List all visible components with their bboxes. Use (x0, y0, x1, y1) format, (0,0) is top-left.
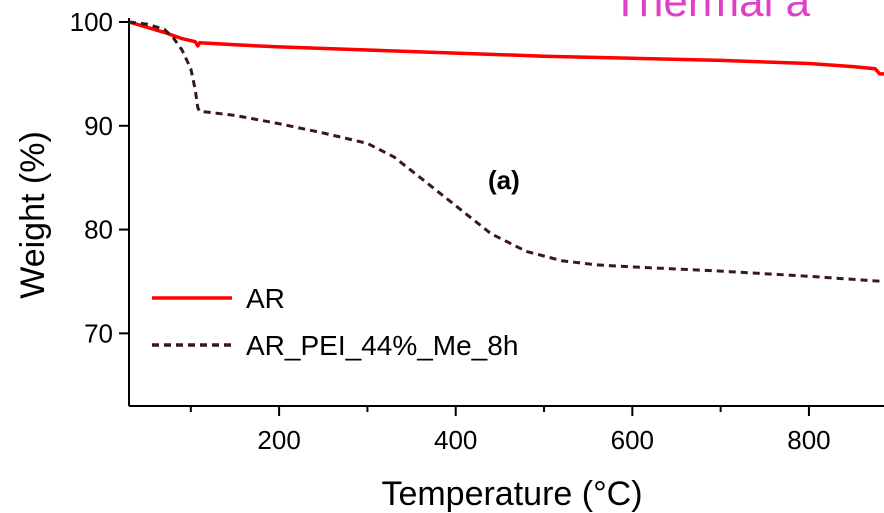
y-tick-label: 100 (70, 7, 113, 37)
axes: 70 80 90 100 200 400 600 800 (70, 7, 884, 455)
banner-text: Thermal a (612, 0, 811, 26)
y-tick-label: 70 (84, 318, 113, 348)
legend-label-0: AR (246, 283, 285, 314)
series-line-1 (128, 20, 884, 283)
series-line-0 (128, 20, 884, 76)
legend: AR AR_PEI_44%_Me_8h (152, 283, 518, 361)
y-tick-label: 80 (84, 215, 113, 245)
y-tick-label: 90 (84, 111, 113, 141)
x-tick-label: 600 (611, 425, 654, 455)
x-tick-label: 400 (434, 425, 477, 455)
legend-label-1: AR_PEI_44%_Me_8h (246, 330, 518, 361)
series-layer (128, 20, 884, 283)
x-tick-label: 200 (257, 425, 300, 455)
x-tick-label: 800 (787, 425, 830, 455)
x-axis-title: Temperature (°C) (381, 475, 642, 513)
annotation-label: (a) (488, 165, 520, 195)
y-axis-title: Weight (%) (14, 131, 52, 299)
